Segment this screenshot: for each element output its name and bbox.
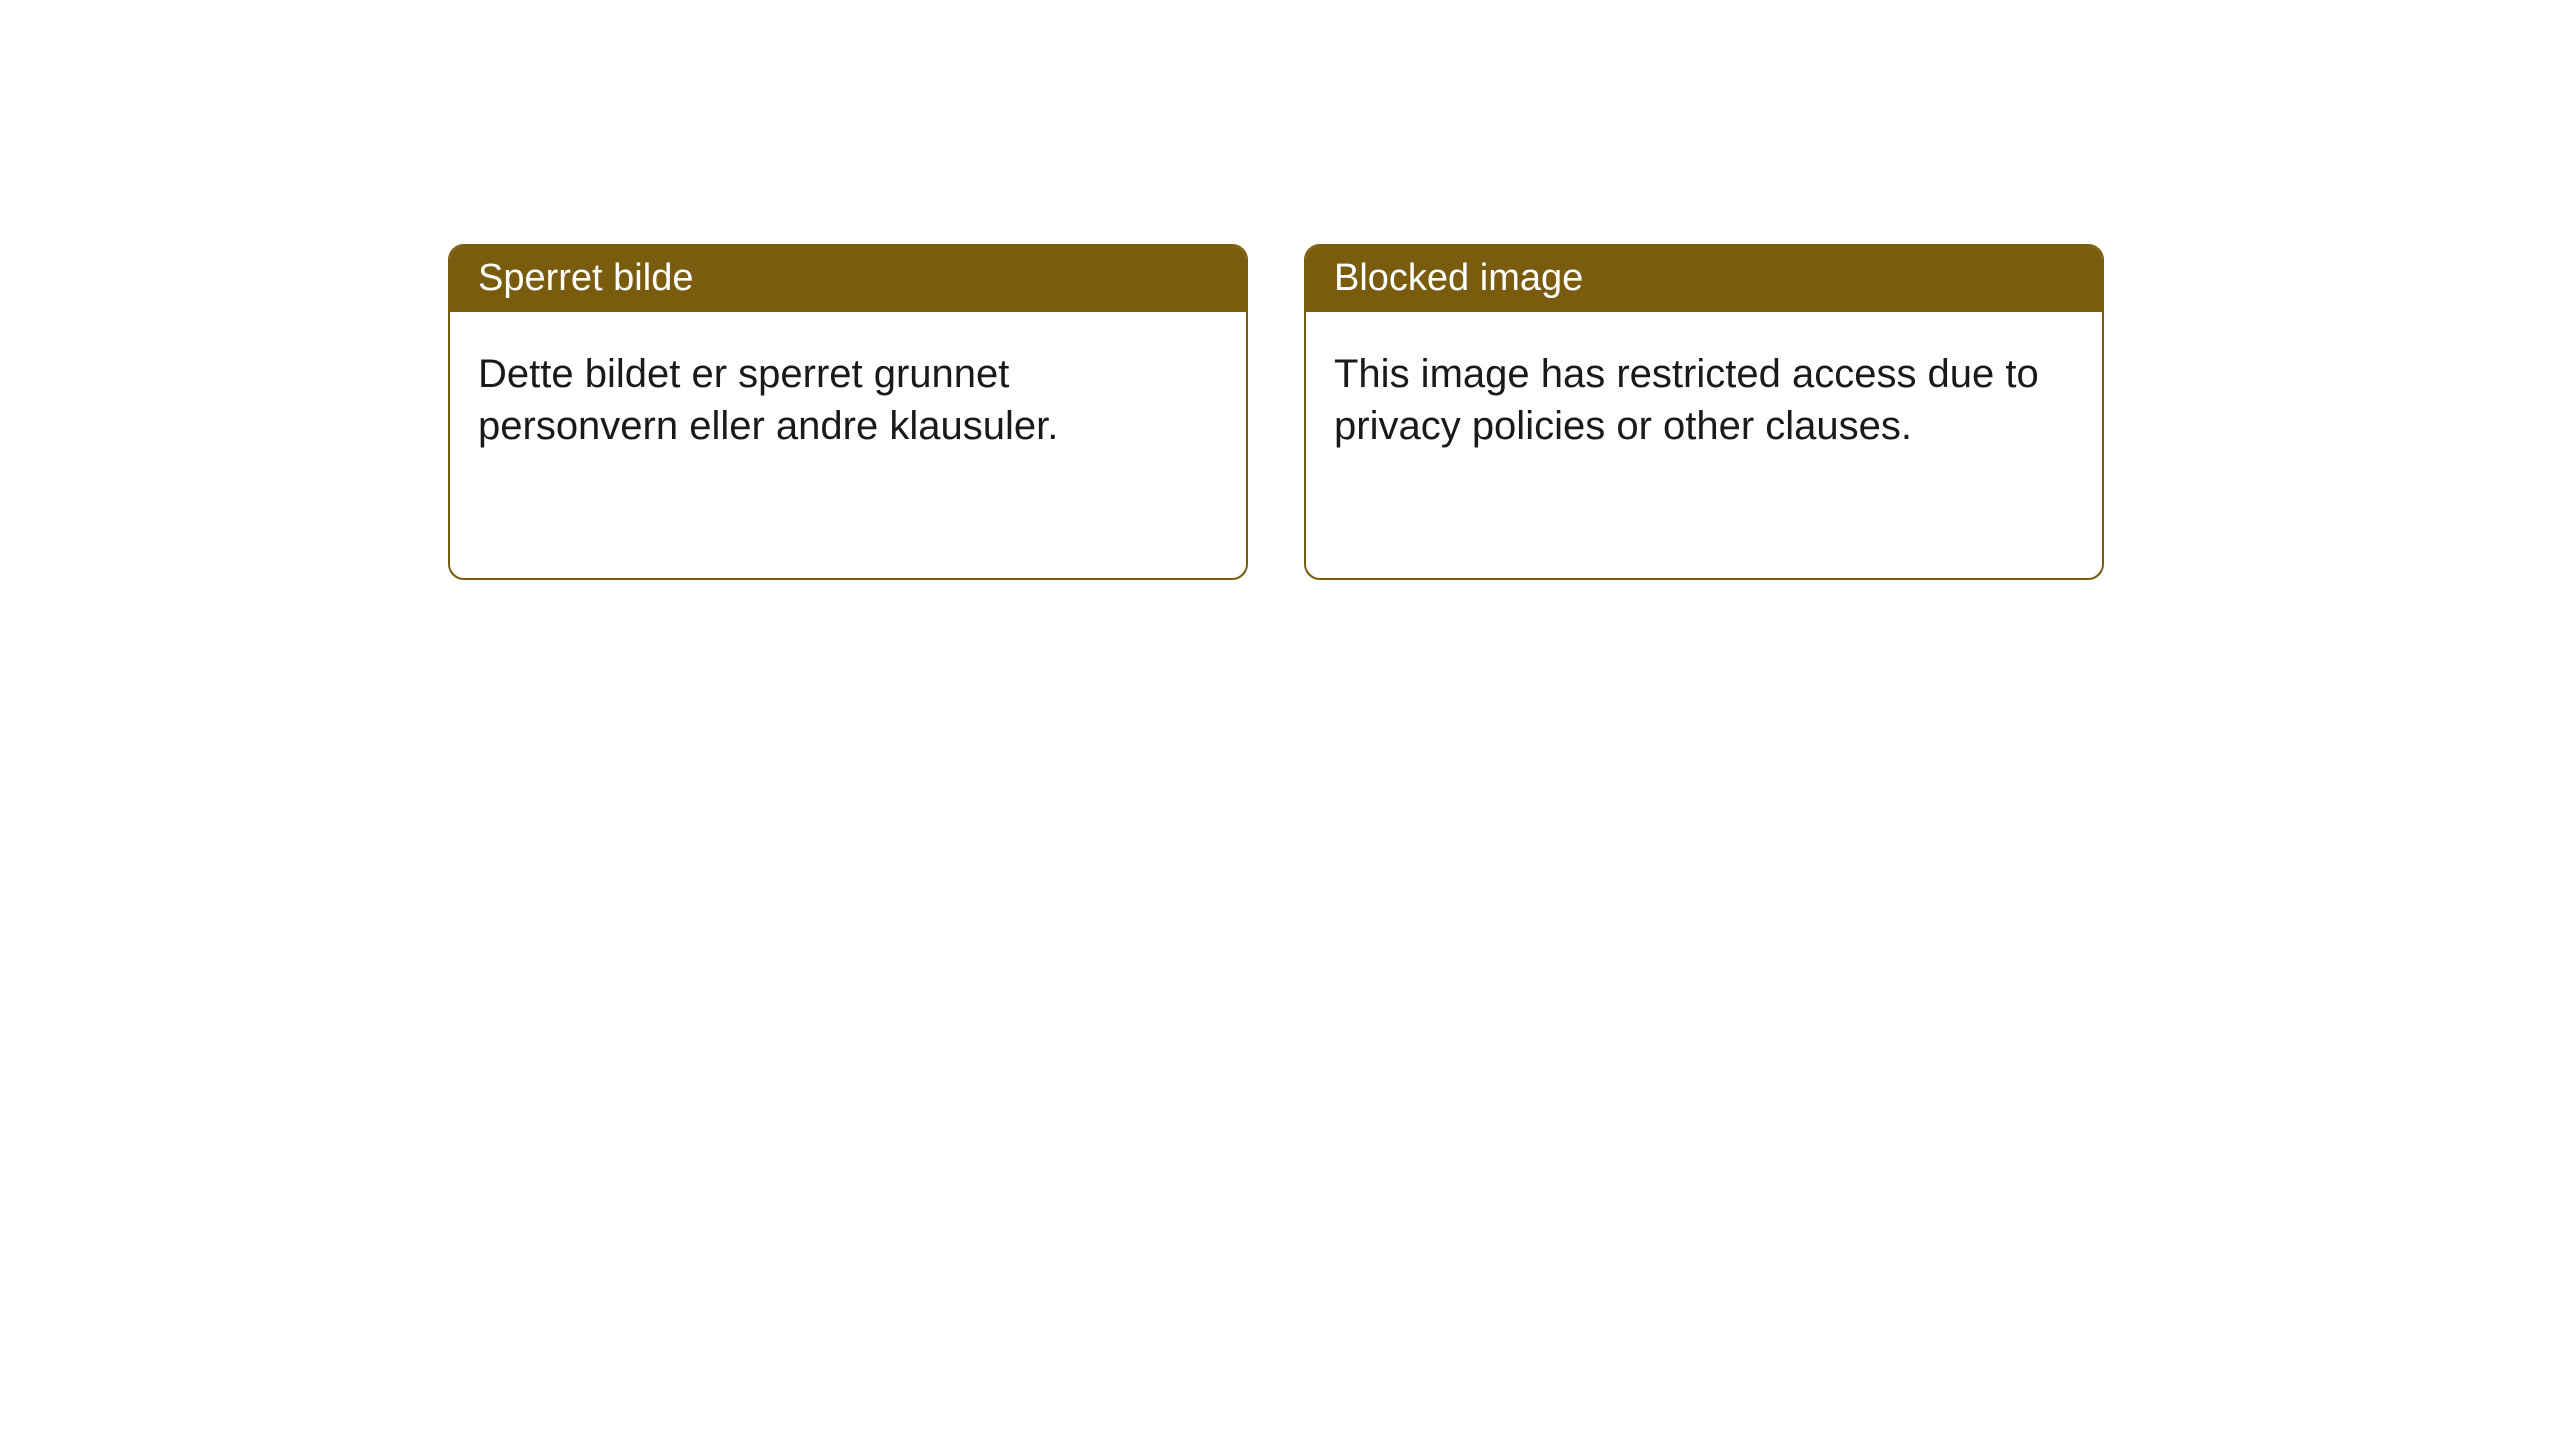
notice-body-norwegian: Dette bildet er sperret grunnet personve… bbox=[450, 312, 1246, 488]
notice-container: Sperret bilde Dette bildet er sperret gr… bbox=[0, 0, 2560, 580]
notice-body-english: This image has restricted access due to … bbox=[1306, 312, 2102, 488]
notice-box-english: Blocked image This image has restricted … bbox=[1304, 244, 2104, 580]
notice-header-norwegian: Sperret bilde bbox=[450, 246, 1246, 312]
notice-header-english: Blocked image bbox=[1306, 246, 2102, 312]
notice-box-norwegian: Sperret bilde Dette bildet er sperret gr… bbox=[448, 244, 1248, 580]
